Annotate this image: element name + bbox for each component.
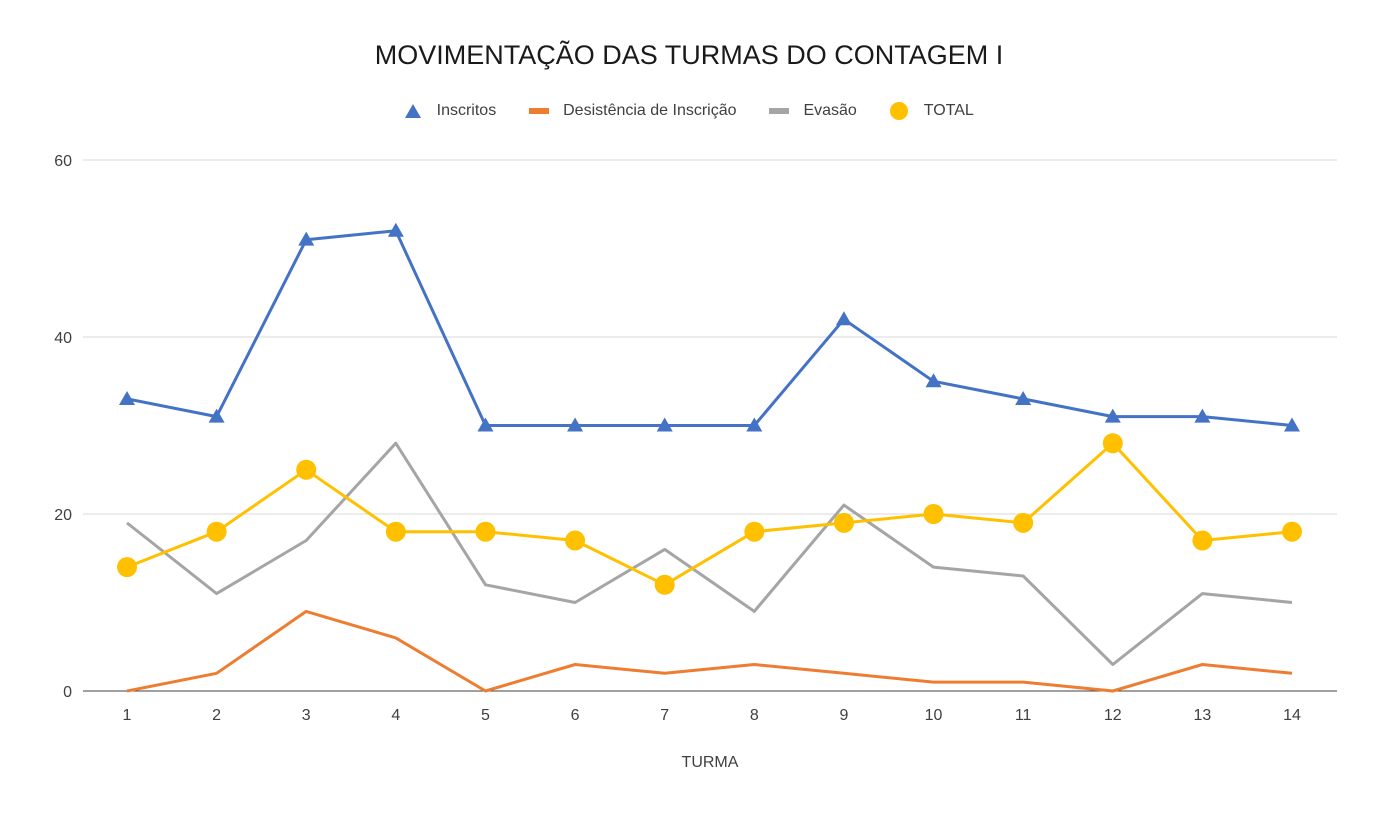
data-point-triangle xyxy=(1104,408,1121,423)
data-point-circle xyxy=(1013,512,1034,533)
data-point-triangle xyxy=(298,231,315,246)
x-tick-label: 14 xyxy=(1283,707,1301,724)
x-tick-label: 12 xyxy=(1104,707,1122,724)
data-point-circle xyxy=(833,512,854,533)
data-point-triangle xyxy=(1015,390,1032,405)
y-tick-label: 60 xyxy=(54,153,72,170)
series-line-desist-ncia-de-inscri-o xyxy=(126,609,1293,693)
data-point-circle xyxy=(475,521,496,542)
x-tick-label: 5 xyxy=(481,707,490,724)
legend-label: TOTAL xyxy=(923,102,974,119)
x-tick-label: 10 xyxy=(925,707,943,724)
x-tick-label: 3 xyxy=(302,707,311,724)
x-tick-label: 2 xyxy=(212,707,221,724)
legend-item-inscritos[interactable]: Inscritos xyxy=(404,102,496,120)
data-point-triangle xyxy=(1194,408,1211,423)
x-tick-label: 13 xyxy=(1193,707,1211,724)
y-tick-label: 0 xyxy=(63,684,72,701)
legend-item-desistencia[interactable]: Desistência de Inscrição xyxy=(528,101,737,120)
legend-label: Inscritos xyxy=(436,101,497,119)
data-point-triangle xyxy=(835,311,852,326)
data-point-circle xyxy=(1282,521,1302,542)
chart-title: MOVIMENTAÇÃO DAS TURMAS DO CONTAGEM I xyxy=(374,40,1004,70)
data-point-circle xyxy=(654,574,675,595)
data-point-circle xyxy=(565,530,586,551)
legend: Inscritos Desistência de Inscrição Evasã… xyxy=(0,101,1378,121)
x-axis-label: TURMA xyxy=(681,754,739,771)
x-tick-label: 9 xyxy=(839,707,848,724)
data-point-triangle xyxy=(925,373,942,388)
series-line-inscritos xyxy=(126,229,1293,427)
data-point-circle xyxy=(923,504,944,524)
series-line-evas-o xyxy=(126,441,1293,666)
data-point-triangle xyxy=(477,417,494,432)
data-point-circle xyxy=(206,521,227,542)
data-point-triangle xyxy=(656,417,673,432)
data-point-triangle xyxy=(746,417,763,432)
legend-label: Evasão xyxy=(803,101,857,119)
x-tick-label: 1 xyxy=(123,707,132,724)
x-tick-label: 4 xyxy=(391,707,400,724)
line-swatch-icon xyxy=(528,107,549,114)
x-tick-label: 7 xyxy=(660,707,669,724)
data-point-triangle xyxy=(387,222,404,237)
x-tick-label: 11 xyxy=(1015,707,1032,724)
series-line-total xyxy=(126,441,1293,587)
data-point-circle xyxy=(1192,530,1213,551)
line-swatch-icon xyxy=(768,107,789,114)
legend-label: Desistência de Inscrição xyxy=(563,101,737,119)
data-point-circle xyxy=(744,521,765,542)
triangle-marker-icon xyxy=(405,103,422,118)
data-point-triangle xyxy=(1284,417,1300,432)
y-tick-label: 20 xyxy=(54,507,72,524)
x-tick-label: 6 xyxy=(571,707,580,724)
circle-marker-icon xyxy=(890,102,909,120)
data-point-triangle xyxy=(119,390,135,405)
data-point-triangle xyxy=(208,408,225,423)
data-point-circle xyxy=(1102,433,1123,454)
x-tick-label: 8 xyxy=(750,707,759,724)
data-point-circle xyxy=(296,459,317,480)
y-tick-label: 40 xyxy=(54,330,72,347)
data-point-circle xyxy=(385,521,406,542)
legend-item-total[interactable]: TOTAL xyxy=(889,101,974,121)
data-point-triangle xyxy=(567,417,584,432)
data-point-circle xyxy=(117,557,137,578)
legend-item-evasao[interactable]: Evasão xyxy=(768,101,857,120)
